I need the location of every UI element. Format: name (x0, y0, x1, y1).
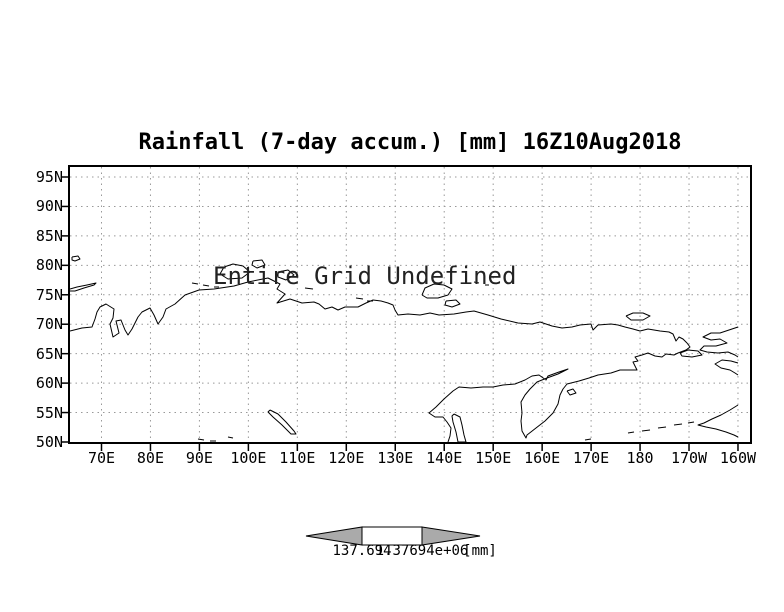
x-tick-label: 80E (136, 449, 164, 467)
coastline-path (473, 281, 480, 284)
plot-title: Rainfall (7-day accum.) [mm] 16Z10Aug201… (138, 130, 682, 155)
y-tick-label: 50N (35, 432, 63, 451)
y-tick-label: 90N (35, 197, 63, 216)
coastline-path (251, 259, 266, 269)
coastline-path (444, 299, 461, 308)
colorbar-units-label: [mm] (463, 543, 497, 559)
coastline-path (191, 282, 199, 285)
coastline-path (679, 349, 703, 358)
coastline-path (451, 413, 467, 442)
x-tick-label: 180 (626, 449, 654, 467)
x-tick-label: 160E (524, 449, 561, 467)
coastline-path (625, 312, 651, 321)
coastline-path (355, 297, 364, 300)
colorbar (300, 524, 490, 548)
y-tick-label: 75N (35, 285, 63, 304)
map-frame: Entire Grid Undefined (68, 165, 752, 444)
coastline-path (584, 438, 592, 441)
coastline-path (70, 282, 97, 292)
x-tick-label: 100E (230, 449, 267, 467)
map-svg (70, 167, 750, 442)
y-tick-label: 60N (35, 374, 63, 393)
coastline-path (657, 426, 667, 429)
colorbar-svg (305, 526, 481, 546)
coastline-path (714, 359, 739, 376)
y-tick-label: 85N (35, 226, 63, 245)
coastline-path (641, 429, 651, 432)
coastline-path (699, 326, 739, 358)
coastline-path (227, 436, 234, 439)
coastline-path (197, 438, 205, 441)
y-tick-label: 95N (35, 168, 63, 186)
x-tick-label: 110E (279, 449, 316, 467)
x-tick-label: 130E (377, 449, 414, 467)
coastline-path (219, 263, 251, 280)
x-tick-label: 170E (573, 449, 610, 467)
coastline-path (277, 269, 295, 281)
coastline-path (70, 277, 691, 442)
y-tick-label: 80N (35, 256, 63, 275)
coastline-path (421, 283, 453, 299)
x-tick-label: 70E (87, 449, 116, 467)
y-tick-label: 65N (35, 344, 63, 363)
x-tick-label: 160W (719, 449, 757, 467)
x-tick-label: 170W (670, 449, 708, 467)
x-tick-label: 140E (426, 449, 463, 467)
colorbar-right-arrow (421, 526, 481, 546)
x-tick-label: 90E (185, 449, 213, 467)
coastline-path (202, 284, 210, 287)
coastline-path (304, 287, 314, 290)
coastline-path (697, 404, 739, 438)
coastline-path (71, 255, 81, 262)
coastline-path (267, 409, 297, 435)
grid-undefined-annotation: Entire Grid Undefined (213, 262, 517, 290)
coastline-path (673, 423, 683, 426)
coastline-path (566, 388, 577, 396)
colorbar-right-label: 1.37694e+06 (375, 543, 469, 559)
y-tick-label: 55N (35, 403, 63, 422)
coastline-path (627, 431, 635, 434)
x-tick-label: 150E (475, 449, 512, 467)
y-tick-label: 70N (35, 315, 63, 334)
coastline-path (687, 421, 695, 424)
x-tick-label: 120E (328, 449, 365, 467)
colorbar-left-label: 137.694 (332, 543, 392, 559)
